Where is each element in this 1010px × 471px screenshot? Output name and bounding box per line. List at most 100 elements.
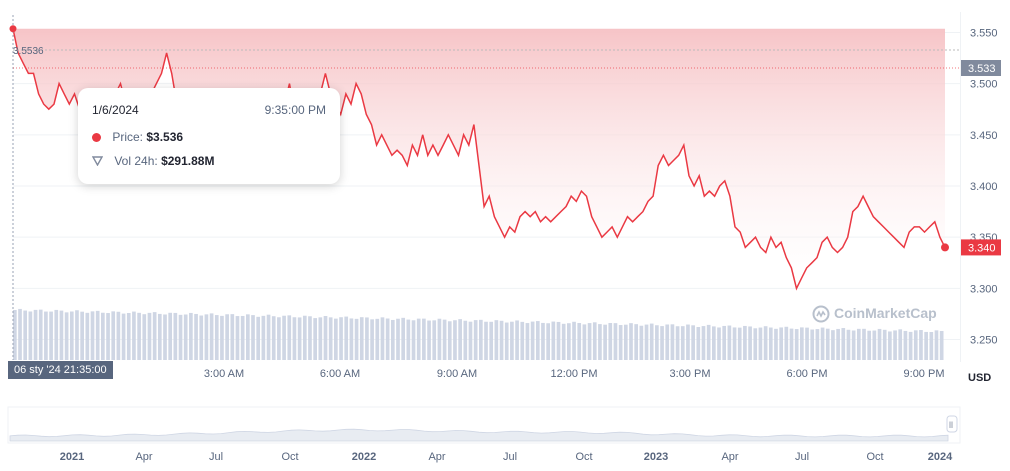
volume-bar — [489, 321, 494, 360]
volume-bar — [561, 323, 566, 360]
volume-bar — [655, 325, 659, 360]
tooltip: 1/6/2024 9:35:00 PM Price: $3.536 Vol 24… — [78, 88, 340, 184]
volume-bar — [774, 328, 778, 360]
volume-bar — [365, 317, 369, 360]
navigator-handle[interactable] — [946, 415, 958, 433]
y-tick-label: 3.450 — [970, 130, 998, 142]
volume-bar — [447, 321, 452, 360]
volume-bar — [815, 329, 820, 360]
volume-bar — [515, 320, 519, 360]
volume-bar — [18, 308, 22, 360]
volume-bar — [551, 321, 556, 360]
volume-bar — [535, 321, 540, 360]
navigator-label: Jul — [503, 451, 517, 463]
volume-bar — [903, 330, 908, 360]
crosshair-x-label: 06 sty '24 21:35:00 — [8, 361, 113, 379]
volume-bar — [732, 327, 737, 360]
x-tick-label: 6:00 PM — [787, 368, 828, 380]
volume-bar — [422, 318, 426, 360]
volume-bar — [587, 323, 592, 360]
volume-bar — [856, 328, 861, 360]
volume-bar — [33, 309, 38, 360]
volume-bar — [541, 322, 545, 360]
x-tick-label: 12:00 PM — [550, 368, 597, 380]
volume-bar — [308, 316, 312, 360]
volume-bar — [458, 319, 462, 360]
last-price-badge: 3.340 — [968, 242, 996, 254]
tooltip-time: 9:35:00 PM — [264, 103, 326, 117]
volume-bar — [820, 327, 825, 360]
volume-bar — [163, 314, 167, 360]
start-price-dot — [9, 25, 17, 33]
y-unit-label: USD — [968, 372, 992, 384]
volume-bar — [453, 320, 457, 360]
volume-bar — [825, 328, 830, 360]
volume-bar — [220, 315, 224, 360]
x-tick-label: 9:00 PM — [904, 368, 945, 380]
volume-bars — [13, 308, 944, 360]
navigator-area — [9, 428, 949, 442]
volume-bar — [836, 328, 840, 360]
y-tick-label: 3.300 — [970, 283, 998, 295]
volume-bar — [768, 327, 773, 360]
tooltip-vol-label: Vol 24h: — [114, 154, 158, 168]
volume-bar — [794, 329, 799, 360]
volume-bar — [106, 313, 110, 360]
volume-bar — [13, 310, 17, 360]
volume-bar — [328, 317, 333, 360]
navigator-label: 2023 — [644, 451, 668, 463]
volume-bar — [675, 326, 680, 360]
volume-bar — [199, 315, 204, 360]
volume-bar — [639, 325, 644, 360]
volume-bar — [101, 312, 105, 360]
volume-bar — [479, 319, 483, 360]
volume-bar — [660, 326, 664, 360]
volume-bar — [701, 326, 706, 360]
volume-bar — [261, 315, 266, 360]
volume-bar — [194, 313, 198, 360]
volume-bar — [779, 327, 783, 360]
volume-bar — [556, 321, 561, 360]
volume-bar — [608, 323, 613, 360]
volume-bar — [924, 331, 928, 360]
volume-bar — [867, 330, 872, 360]
volume-bar — [225, 314, 229, 360]
volume-bar — [90, 311, 95, 360]
volume-bar — [80, 311, 84, 360]
volume-bar — [137, 312, 141, 360]
volume-bar — [567, 323, 571, 360]
volume-bar — [670, 324, 675, 360]
volume-bar — [230, 314, 235, 360]
volume-bar — [939, 330, 944, 360]
volume-bar — [442, 319, 447, 360]
navigator-label: 2022 — [352, 451, 376, 463]
navigator-labels: 2021 Apr Jul Oct 2022 Apr Jul Oct 2023 Apr Jul Oct 2… — [60, 451, 953, 463]
brand-watermark: CoinMarketCap — [812, 305, 937, 323]
coinmarketcap-logo-icon — [812, 305, 830, 323]
volume-bar — [318, 317, 323, 360]
volume-bar — [416, 318, 421, 360]
volume-bar — [44, 311, 48, 360]
volume-bar — [277, 317, 281, 360]
brand-name: CoinMarketCap — [834, 305, 937, 321]
volume-bar — [582, 324, 587, 360]
volume-bar — [722, 325, 727, 360]
volume-bar — [789, 328, 794, 360]
tooltip-volume-row: Vol 24h: $291.88M — [91, 154, 214, 169]
volume-bar — [680, 326, 685, 360]
volume-bar — [282, 315, 286, 360]
volume-bar — [577, 323, 582, 360]
volume-bar — [69, 311, 74, 360]
current-price-badge-bg — [961, 60, 1001, 76]
volume-bar — [396, 318, 400, 360]
navigator-label: Oct — [866, 451, 883, 463]
volume-bar — [758, 327, 763, 360]
volume-bar — [520, 321, 525, 360]
volume-bar — [126, 312, 131, 360]
volume-bar — [297, 317, 302, 360]
volume-bar — [810, 329, 815, 360]
volume-bar — [266, 314, 271, 360]
tooltip-price-value: $3.536 — [146, 130, 184, 144]
